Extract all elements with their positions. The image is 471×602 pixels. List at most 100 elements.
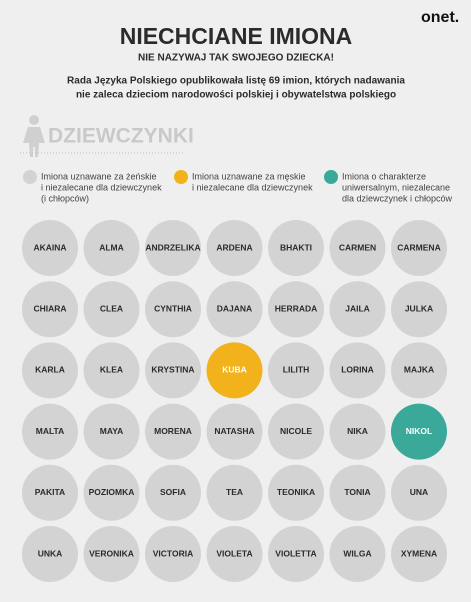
name-label: JAILA bbox=[345, 303, 370, 313]
name-label: JULKA bbox=[405, 303, 433, 313]
name-circle bbox=[329, 464, 386, 521]
legend-text: i niezalecane dla dziewczynek bbox=[192, 182, 313, 192]
name-label: ARDENA bbox=[216, 242, 252, 252]
name-circle bbox=[83, 464, 140, 521]
name-circle bbox=[268, 220, 324, 276]
name-label: VIOLETA bbox=[216, 548, 252, 558]
name-label: ANDRZELIKA bbox=[145, 242, 200, 252]
name-circle bbox=[391, 220, 447, 276]
name-label: MORENA bbox=[154, 426, 192, 436]
name-circle bbox=[145, 464, 201, 521]
name-circle bbox=[206, 403, 263, 460]
name-circle bbox=[391, 403, 447, 460]
name-label: HERRADA bbox=[275, 303, 318, 313]
name-label: TONIA bbox=[344, 487, 370, 497]
name-circle bbox=[206, 526, 263, 582]
legend-swatch bbox=[174, 170, 188, 184]
legend-text: dla dziewczynek i chłopców bbox=[342, 193, 453, 203]
name-circle bbox=[268, 342, 324, 399]
name-circle bbox=[268, 464, 324, 521]
name-label: CHIARA bbox=[33, 303, 66, 313]
name-circle bbox=[22, 464, 78, 521]
name-label: SOFIA bbox=[160, 487, 186, 497]
name-label: POZIOMKA bbox=[89, 487, 135, 497]
name-circle bbox=[329, 281, 386, 338]
description-line: Rada Języka Polskiego opublikowała listę… bbox=[67, 76, 405, 87]
name-label: KLEA bbox=[100, 365, 123, 375]
subtitle: NIE NAZYWAJ TAK SWOJEGO DZIECKA! bbox=[138, 53, 334, 64]
name-circle bbox=[145, 220, 201, 276]
name-circle bbox=[329, 403, 386, 460]
name-circle bbox=[268, 526, 324, 582]
name-circle bbox=[391, 464, 447, 521]
name-label: CARMENA bbox=[397, 242, 440, 252]
name-label: TEA bbox=[226, 487, 243, 497]
name-circle bbox=[329, 526, 386, 582]
name-circle bbox=[145, 526, 201, 582]
name-label: CYNTHIA bbox=[154, 303, 192, 313]
name-label: MAJKA bbox=[404, 365, 434, 375]
name-circle bbox=[329, 342, 386, 399]
name-label: NIKA bbox=[347, 426, 368, 436]
name-label: KUBA bbox=[222, 365, 247, 375]
name-label: XYMENA bbox=[401, 548, 437, 558]
name-circle bbox=[268, 403, 324, 460]
name-circle bbox=[329, 220, 386, 276]
name-circle bbox=[22, 220, 78, 276]
name-label: PAKITA bbox=[35, 487, 65, 497]
name-label: MAYA bbox=[100, 426, 123, 436]
name-circle bbox=[83, 403, 140, 460]
name-label: VERONIKA bbox=[89, 548, 134, 558]
name-circle bbox=[206, 220, 263, 276]
logo: onet. bbox=[421, 9, 459, 26]
description-line: nie zaleca dzieciom narodowości polskiej… bbox=[76, 90, 396, 101]
name-label: AKAINA bbox=[33, 242, 66, 252]
name-label: VICTORIA bbox=[153, 548, 193, 558]
name-label: LILITH bbox=[283, 365, 309, 375]
name-circle bbox=[83, 526, 140, 582]
girl-icon bbox=[23, 115, 45, 157]
name-label: NIKOL bbox=[406, 426, 432, 436]
title: NIECHCIANE IMIONA bbox=[120, 23, 353, 49]
name-circle bbox=[206, 281, 263, 338]
name-label: BHAKTI bbox=[280, 242, 312, 252]
name-label: DAJANA bbox=[217, 303, 252, 313]
name-label: MALTA bbox=[36, 426, 64, 436]
name-label: CARMEN bbox=[339, 242, 376, 252]
name-circle bbox=[22, 281, 78, 338]
name-circle bbox=[145, 403, 201, 460]
name-circle bbox=[83, 281, 140, 338]
name-label: ALMA bbox=[99, 242, 124, 252]
section-heading: DZIEWCZYNKI bbox=[48, 125, 194, 148]
name-circle bbox=[145, 281, 201, 338]
name-circle bbox=[206, 464, 263, 521]
name-label: UNA bbox=[410, 487, 428, 497]
name-label: NICOLE bbox=[280, 426, 312, 436]
name-circle bbox=[268, 281, 324, 338]
name-label: NATASHA bbox=[214, 426, 254, 436]
name-label: TEONIKA bbox=[277, 487, 315, 497]
name-label: KARLA bbox=[35, 365, 65, 375]
name-circle bbox=[391, 281, 447, 338]
name-label: CLEA bbox=[100, 303, 123, 313]
legend-swatch bbox=[23, 170, 37, 184]
name-circle bbox=[83, 342, 140, 399]
name-label: UNKA bbox=[38, 548, 63, 558]
name-circle bbox=[206, 342, 263, 399]
name-circle bbox=[22, 342, 78, 399]
name-circle bbox=[22, 403, 78, 460]
legend-text: Imiona uznawane za żeńskie bbox=[41, 171, 157, 181]
legend-text: Imiona uznawane za męskie bbox=[192, 171, 306, 181]
name-circle bbox=[145, 342, 201, 399]
name-label: LORINA bbox=[341, 365, 374, 375]
legend-swatch bbox=[324, 170, 338, 184]
legend-text: i niezalecane dla dziewczynek bbox=[41, 182, 162, 192]
name-circle bbox=[391, 342, 447, 399]
name-label: WILGA bbox=[343, 548, 371, 558]
name-circle bbox=[83, 220, 140, 276]
legend-text: Imiona o charakterze bbox=[342, 171, 426, 181]
name-label: KRYSTINA bbox=[151, 365, 194, 375]
name-circle bbox=[22, 526, 78, 582]
